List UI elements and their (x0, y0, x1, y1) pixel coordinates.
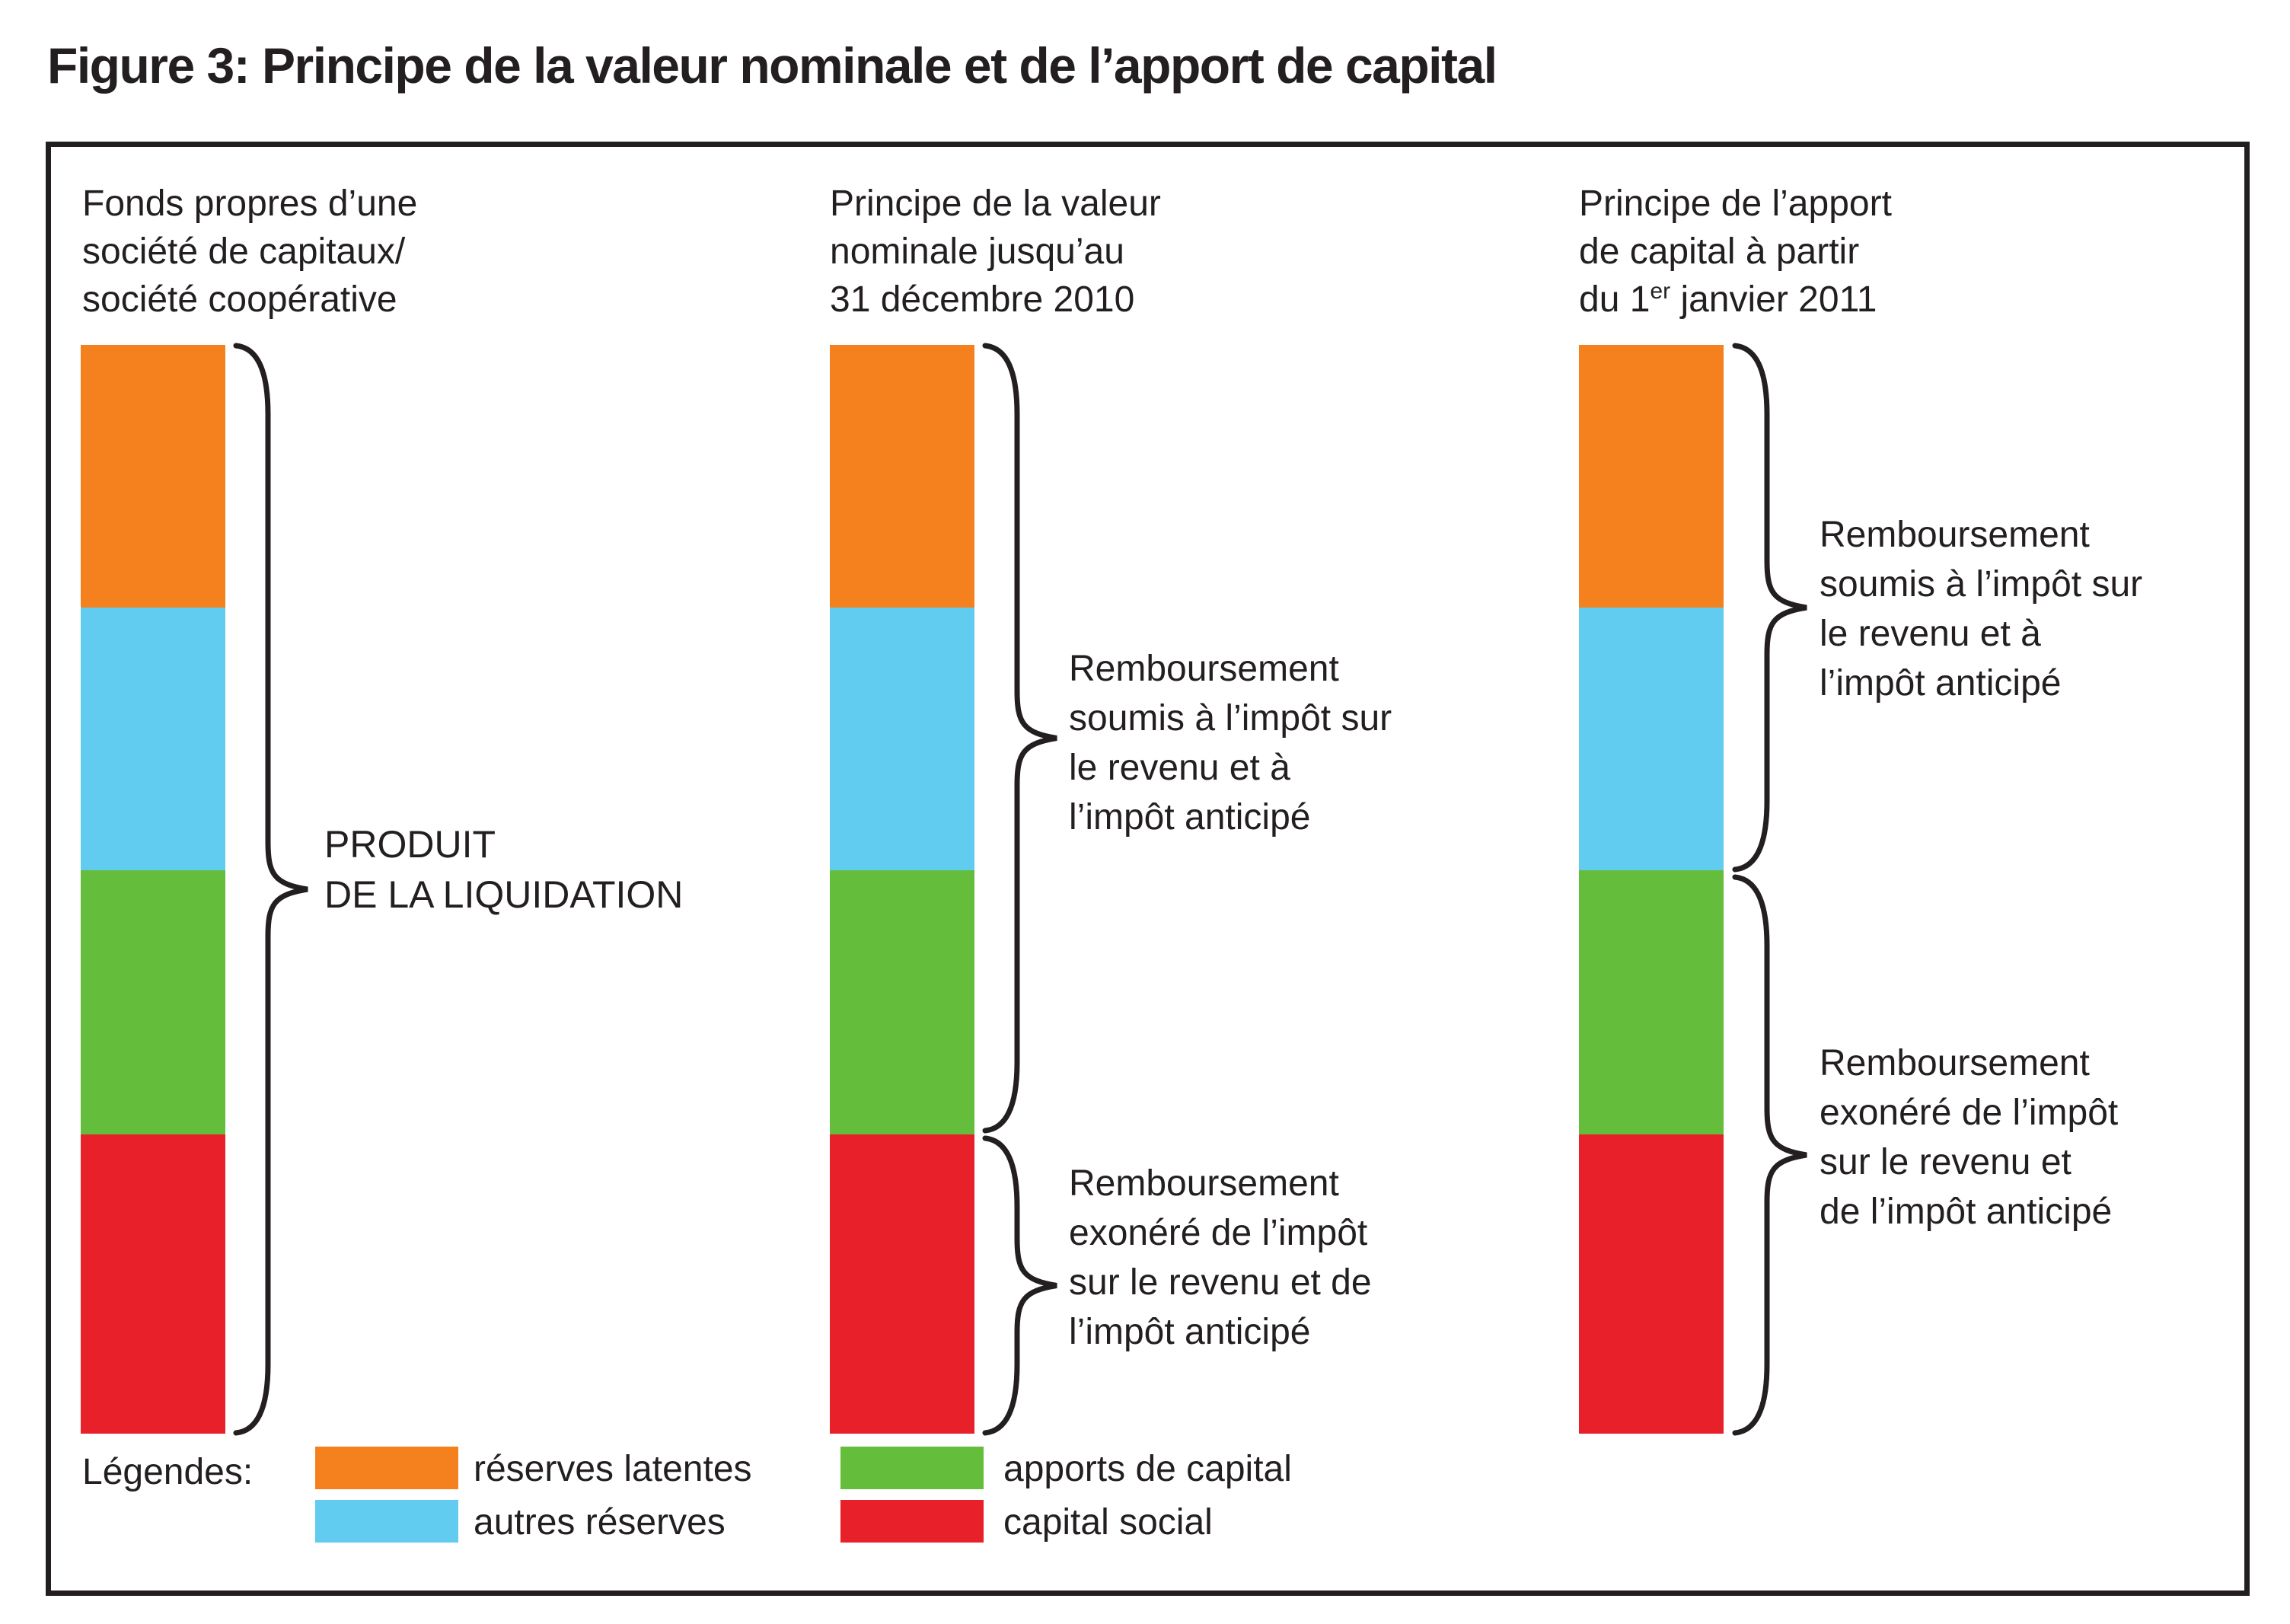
label-column2-exempt: Remboursement exonéré de l’impôt sur le … (1069, 1159, 1372, 1357)
column1-header-line1: Fonds propres d’une (82, 183, 418, 224)
label-line: PRODUIT (324, 823, 496, 866)
legend-item-capital-social: capital social (1003, 1502, 1213, 1543)
legend-swatch-autres-reserves (315, 1500, 458, 1543)
curly-brace-icon (233, 343, 308, 1436)
curly-brace-icon (982, 1135, 1057, 1436)
label-line: exonéré de l’impôt (1820, 1093, 2119, 1133)
bar-segment-autres-reserves (1579, 608, 1724, 870)
bar-segment-apports-de-capital (830, 870, 974, 1134)
label-line: sur le revenu et (1820, 1142, 2072, 1182)
label-line: le revenu et à (1820, 614, 2041, 654)
bar-segment-autres-reserves (830, 608, 974, 870)
bar-segment-autres-reserves (81, 608, 225, 870)
bar-segment-reserves-latentes (830, 345, 974, 608)
label-line: sur le revenu et de (1069, 1262, 1372, 1303)
label-line: Remboursement (1069, 1163, 1339, 1204)
legend-item-reserves-latentes: réserves latentes (474, 1449, 752, 1489)
label-line: DE LA LIQUIDATION (324, 873, 684, 916)
label-line: Remboursement (1820, 515, 2090, 555)
label-line: soumis à l’impôt sur (1820, 564, 2143, 605)
bar-segment-apports-de-capital (1579, 870, 1724, 1134)
label-column2-taxable: Remboursement soumis à l’impôt sur le re… (1069, 644, 1392, 842)
label-column3-taxable: Remboursement soumis à l’impôt sur le re… (1820, 510, 2142, 708)
curly-brace-icon (982, 343, 1057, 1134)
column3-header-line3-pre: du 1 (1579, 279, 1651, 320)
column1-header-line2: société de capitaux/ (82, 231, 406, 272)
column3-header-line1: Principe de l’apport (1579, 183, 1892, 224)
label-line: le revenu et à (1069, 748, 1290, 788)
label-line: exonéré de l’impôt (1069, 1213, 1368, 1253)
bar-segment-capital-social (830, 1134, 974, 1434)
label-line: l’impôt anticipé (1069, 797, 1311, 838)
legend-item-apports-de-capital: apports de capital (1003, 1449, 1292, 1489)
stacked-bar-column2 (830, 345, 974, 1434)
brace-column3-exempt (1727, 873, 1811, 1437)
brace-column3-taxable (1727, 342, 1811, 873)
label-line: Remboursement (1820, 1043, 2090, 1083)
bar-segment-reserves-latentes (81, 345, 225, 608)
column2-header-line2: nominale jusqu’au (830, 231, 1124, 272)
bar-segment-capital-social (81, 1134, 225, 1434)
bar-segment-reserves-latentes (1579, 345, 1724, 608)
legend-swatch-apports-de-capital (840, 1447, 984, 1489)
column3-header-line3-post: janvier 2011 (1670, 279, 1877, 320)
column3-header-line3: du 1er janvier 2011 (1579, 276, 1892, 324)
label-column3-exempt: Remboursement exonéré de l’impôt sur le … (1820, 1039, 2118, 1236)
brace-column1-full (228, 342, 312, 1437)
stacked-bar-column3 (1579, 345, 1724, 1434)
label-line: de l’impôt anticipé (1820, 1192, 2113, 1232)
column2-header-line1: Principe de la valeur (830, 183, 1161, 224)
column1-header: Fonds propres d’une société de capitaux/… (82, 180, 417, 324)
label-line: soumis à l’impôt sur (1069, 698, 1392, 739)
column1-header-line3: société coopérative (82, 279, 397, 320)
legend-title: Légendes: (82, 1452, 254, 1492)
column2-header-line3: 31 décembre 2010 (830, 279, 1135, 320)
column3-header-line2: de capital à partir (1579, 231, 1860, 272)
bar-segment-apports-de-capital (81, 870, 225, 1134)
label-produit-liquidation: PRODUIT DE LA LIQUIDATION (324, 819, 683, 920)
column3-header-line3-sup: er (1650, 279, 1671, 304)
legend-swatch-capital-social (840, 1500, 984, 1543)
figure-border-box (46, 142, 2250, 1596)
bar-segment-capital-social (1579, 1134, 1724, 1434)
legend-item-autres-reserves: autres réserves (474, 1502, 726, 1543)
label-line: l’impôt anticipé (1069, 1312, 1311, 1352)
column2-header: Principe de la valeur nominale jusqu’au … (830, 180, 1161, 324)
curly-brace-icon (1732, 343, 1807, 873)
curly-brace-icon (1732, 874, 1807, 1436)
label-line: Remboursement (1069, 649, 1339, 689)
brace-column2-exempt (978, 1134, 1061, 1437)
label-line: l’impôt anticipé (1820, 663, 2062, 704)
brace-column2-taxable (978, 342, 1061, 1134)
legend-swatch-reserves-latentes (315, 1447, 458, 1489)
stacked-bar-column1 (81, 345, 225, 1434)
figure-title: Figure 3: Principe de la valeur nominale… (47, 37, 1497, 94)
column3-header: Principe de l’apport de capital à partir… (1579, 180, 1892, 324)
